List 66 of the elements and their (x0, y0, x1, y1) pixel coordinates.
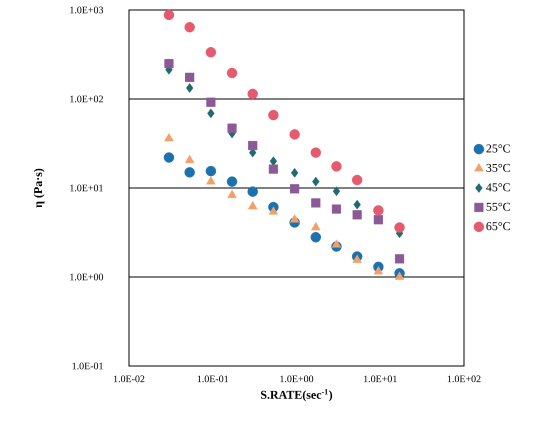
x-tick-label: 1.0E-02 (114, 376, 144, 382)
point (331, 161, 342, 172)
x-tick-label: 1.0E+01 (364, 376, 397, 382)
point (354, 200, 361, 210)
point (164, 133, 174, 142)
point (311, 198, 320, 208)
point (290, 214, 300, 223)
legend-label: 55°C (486, 202, 510, 211)
point (394, 272, 404, 280)
point (206, 98, 216, 107)
point (248, 186, 258, 197)
point (207, 108, 215, 118)
y-tick-label: 1.0E+01 (70, 184, 103, 192)
point (268, 110, 279, 120)
y-tick-label: 1.0E-01 (72, 362, 103, 370)
y-tick-label: 1.0E+00 (70, 274, 104, 280)
point (184, 167, 195, 178)
point (352, 254, 362, 263)
point (164, 10, 174, 20)
point (352, 210, 362, 220)
point (206, 47, 216, 58)
point (186, 83, 194, 93)
point (352, 174, 362, 186)
point (184, 154, 194, 164)
point (373, 205, 384, 216)
point (311, 222, 320, 230)
legend-label: 45°C (486, 183, 510, 192)
point (374, 266, 384, 274)
point (227, 124, 237, 133)
legend-label: 25°C (486, 144, 510, 152)
point (310, 232, 321, 242)
point (206, 176, 216, 184)
legend-label: 65°C (486, 222, 510, 230)
point (185, 72, 194, 82)
point (332, 186, 340, 196)
x-tick-label: 1.0E+00 (280, 376, 314, 382)
point (164, 58, 174, 68)
point (164, 152, 174, 163)
point (290, 184, 300, 194)
point (248, 140, 258, 150)
legend-label: 35°C (486, 164, 510, 172)
point (332, 204, 342, 214)
y-tick-label: 1.0E+02 (70, 96, 103, 102)
point (332, 239, 342, 248)
x-tick-label: 1.0E+02 (448, 376, 481, 382)
point (226, 176, 238, 187)
point (184, 22, 195, 32)
point (268, 164, 278, 174)
point (310, 147, 321, 158)
point (270, 156, 278, 166)
point (227, 190, 237, 198)
x-axis-title: S.RATE(sec$^{-1}$) (260, 389, 332, 402)
point (394, 222, 405, 233)
point (289, 129, 300, 140)
point (206, 166, 216, 176)
point (268, 206, 278, 215)
x-tick-label: 1.0E-01 (198, 376, 228, 382)
point (290, 168, 298, 178)
point (312, 176, 320, 186)
point (394, 254, 404, 264)
point (248, 201, 258, 210)
point (374, 215, 383, 224)
point (226, 68, 238, 78)
y-tick-label: 1.0E+03 (70, 6, 104, 14)
y-axis-title: η (Pa·s) (34, 168, 45, 208)
point (248, 88, 258, 100)
